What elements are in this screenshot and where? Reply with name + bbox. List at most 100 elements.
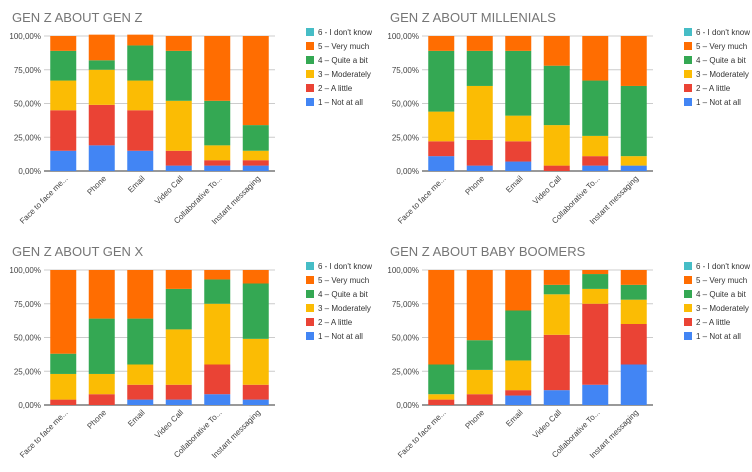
bar-segment-phone-1	[88, 145, 115, 171]
bar-segment-video-call-5	[543, 270, 570, 285]
y-tick-label: 25,00%	[392, 133, 419, 142]
y-tick-label: 75,00%	[392, 300, 419, 309]
bar-segment-email-2	[127, 110, 154, 151]
bar-segment-video-call-2	[165, 384, 192, 400]
bar-segment-face-to-face-me-2	[50, 399, 77, 405]
x-tick-label: Phone	[85, 408, 108, 431]
bar-segment-email-3	[127, 364, 154, 385]
chart-title: GEN Z ABOUT GEN X	[12, 244, 144, 259]
y-tick-label: 50,00%	[392, 334, 419, 343]
x-tick-label: Phone	[463, 174, 486, 197]
bar-segment-collaborative-to-3	[204, 145, 231, 161]
bar-segment-instant-messaging-1	[620, 364, 647, 405]
legend-swatch-3	[684, 70, 692, 78]
bar-segment-email-4	[505, 310, 532, 361]
bar-segment-email-5	[127, 34, 154, 46]
bar-segment-phone-1	[466, 165, 493, 171]
bar-segment-video-call-1	[165, 165, 192, 171]
bar-segment-video-call-2	[543, 165, 570, 171]
legend-swatch-6	[306, 262, 314, 270]
bar-segment-email-2	[127, 384, 154, 400]
legend-label-2: 2 – A little	[318, 84, 353, 93]
bar-segment-instant-messaging-2	[242, 384, 269, 400]
bar-segment-email-1	[127, 150, 154, 171]
bar-segment-email-1	[127, 399, 154, 405]
legend-label-2: 2 – A little	[696, 318, 731, 327]
chart-title: GEN Z ABOUT GEN Z	[12, 10, 143, 25]
bar-segment-instant-messaging-5	[620, 270, 647, 285]
bar-segment-phone-5	[466, 270, 493, 341]
bar-segment-instant-messaging-4	[620, 284, 647, 300]
bar-segment-collaborative-to-3	[582, 135, 609, 157]
y-tick-label: 0,00%	[18, 401, 41, 410]
bar-segment-instant-messaging-1	[242, 399, 269, 405]
bar-segment-phone-2	[466, 394, 493, 405]
bar-segment-face-to-face-me-3	[50, 373, 77, 400]
legend-swatch-1	[684, 98, 692, 106]
bar-segment-instant-messaging-4	[242, 283, 269, 339]
bar-segment-collaborative-to-2	[204, 364, 231, 395]
bar-segment-email-5	[505, 270, 532, 311]
bar-segment-video-call-3	[543, 125, 570, 166]
bar-segment-video-call-2	[165, 150, 192, 166]
y-tick-label: 100,00%	[9, 266, 41, 275]
y-tick-label: 25,00%	[392, 367, 419, 376]
bar-segment-instant-messaging-4	[620, 85, 647, 157]
y-tick-label: 50,00%	[14, 334, 41, 343]
legend-swatch-1	[684, 332, 692, 340]
legend-label-5: 5 – Very much	[696, 276, 747, 285]
legend-swatch-2	[684, 84, 692, 92]
bar-segment-instant-messaging-3	[620, 299, 647, 324]
bar-segment-instant-messaging-5	[242, 270, 269, 284]
chart-4: GEN Z ABOUT BABY BOOMERS 0,00% 25,00% 50,00…	[387, 244, 750, 460]
bar-segment-collaborative-to-5	[204, 270, 231, 280]
y-tick-label: 75,00%	[392, 66, 419, 75]
bar-segment-collaborative-to-1	[582, 165, 609, 171]
x-tick-label: Face to face me...	[18, 408, 70, 460]
x-tick-label: Video Call	[153, 408, 185, 440]
bar-segment-collaborative-to-5	[582, 36, 609, 81]
bar-segment-video-call-4	[543, 284, 570, 295]
bar-segment-email-3	[505, 360, 532, 391]
bar-segment-face-to-face-me-4	[428, 364, 455, 395]
bar-segment-collaborative-to-3	[204, 303, 231, 365]
y-tick-label: 50,00%	[14, 100, 41, 109]
bar-segment-face-to-face-me-3	[428, 394, 455, 400]
y-tick-label: 100,00%	[387, 32, 419, 41]
legend-label-5: 5 – Very much	[696, 42, 747, 51]
bar-segment-instant-messaging-3	[242, 338, 269, 385]
bar-segment-face-to-face-me-2	[50, 110, 77, 151]
bar-segment-email-4	[127, 318, 154, 365]
bar-segment-collaborative-to-1	[204, 394, 231, 405]
legend-label-3: 3 – Moderately	[696, 304, 749, 313]
legend-label-3: 3 – Moderately	[318, 304, 371, 313]
legend: 6 - I don't know 5 – Very much 4 – Quite a…	[684, 28, 750, 107]
bar-segment-instant-messaging-2	[242, 160, 269, 166]
x-tick-label: Email	[504, 408, 525, 429]
bar-segment-face-to-face-me-5	[50, 36, 77, 51]
bar-segment-collaborative-to-2	[582, 156, 609, 166]
chart-2: GEN Z ABOUT MILLENIALS 0,00% 25,00% 50,00% 7…	[387, 10, 750, 226]
bar-segment-face-to-face-me-3	[428, 111, 455, 142]
y-tick-label: 0,00%	[396, 401, 419, 410]
legend-swatch-4	[684, 290, 692, 298]
legend-swatch-4	[306, 290, 314, 298]
chart-title: GEN Z ABOUT BABY BOOMERS	[390, 244, 586, 259]
bar-segment-face-to-face-me-1	[50, 150, 77, 171]
legend-swatch-6	[684, 28, 692, 36]
bar-segment-phone-5	[88, 34, 115, 61]
bar-segment-face-to-face-me-1	[428, 156, 455, 171]
bar-segment-collaborative-to-3	[582, 288, 609, 304]
bar-segment-phone-2	[88, 104, 115, 146]
legend: 6 - I don't know 5 – Very much 4 – Quite a…	[684, 262, 750, 341]
legend-swatch-4	[684, 56, 692, 64]
y-tick-label: 75,00%	[14, 300, 41, 309]
bar-segment-face-to-face-me-5	[50, 270, 77, 354]
legend-swatch-3	[306, 70, 314, 78]
y-tick-label: 75,00%	[14, 66, 41, 75]
y-tick-label: 25,00%	[14, 133, 41, 142]
bar-segment-phone-2	[466, 139, 493, 166]
x-tick-label: Phone	[85, 174, 108, 197]
bar-segment-collaborative-to-5	[204, 36, 231, 101]
